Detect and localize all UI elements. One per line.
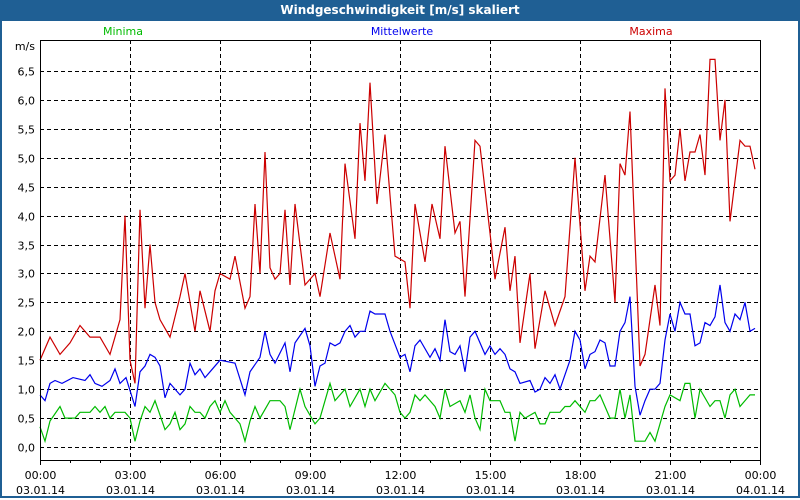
x-tick-time: 15:00	[475, 469, 507, 482]
window-title: Windgeschwindigkeit [m/s] skaliert	[0, 0, 800, 21]
y-tick-label: 5,5	[18, 124, 36, 137]
y-tick-label: 3,0	[18, 268, 36, 281]
x-tick-time: 18:00	[565, 469, 597, 482]
x-tick-date: 04.01.14	[736, 484, 785, 497]
x-tick-time: 06:00	[205, 469, 237, 482]
y-tick-label: 2,5	[18, 297, 36, 310]
y-tick-label: 3,5	[18, 240, 36, 253]
x-tick-time: 03:00	[115, 469, 147, 482]
x-tick-date: 03.01.14	[556, 484, 605, 497]
x-tick-time: 12:00	[385, 469, 417, 482]
y-tick-label: 1,0	[18, 384, 36, 397]
x-tick-date: 03.01.14	[196, 484, 245, 497]
y-tick-label: 0,5	[18, 413, 36, 426]
y-axis-unit-label: m/s	[15, 40, 35, 53]
x-tick-date: 03.01.14	[286, 484, 335, 497]
x-tick-time: 21:00	[655, 469, 687, 482]
legend-label-minima: Minima	[103, 25, 143, 38]
y-tick-label: 6,5	[18, 66, 36, 79]
y-tick-label: 5,0	[18, 153, 36, 166]
x-tick-date: 03.01.14	[646, 484, 695, 497]
x-tick-date: 03.01.14	[106, 484, 155, 497]
series-line-minima	[39, 381, 755, 444]
y-tick-label: 2,0	[18, 326, 36, 339]
legend-label-maxima: Maxima	[629, 25, 672, 38]
y-tick-label: 1,5	[18, 355, 36, 368]
grid	[40, 40, 760, 460]
x-tick-date: 03.01.14	[16, 484, 65, 497]
series-lines	[39, 58, 756, 444]
y-tick-label: 4,5	[18, 182, 36, 195]
y-tick-label: 0,0	[18, 442, 36, 455]
x-tick-time: 09:00	[295, 469, 327, 482]
x-tick-time: 00:00	[745, 469, 777, 482]
legend-label-mittelwerte: Mittelwerte	[371, 25, 434, 38]
series-line-maxima	[39, 58, 756, 384]
y-tick-label: 6,0	[18, 95, 36, 108]
x-tick-date: 03.01.14	[466, 484, 515, 497]
y-tick-label: 4,0	[18, 211, 36, 224]
x-tick-date: 03.01.14	[376, 484, 425, 497]
legend: Minima Mittelwerte Maxima	[103, 25, 673, 38]
x-tick-time: 00:00	[25, 469, 57, 482]
axes: 0,0 0,5 1,0 1,5 2,0 2,5 3,0 3,5 4,0 4,5 5,0 5,5 6,0 6…	[16, 40, 785, 497]
series-line-mittelwerte	[39, 284, 756, 416]
